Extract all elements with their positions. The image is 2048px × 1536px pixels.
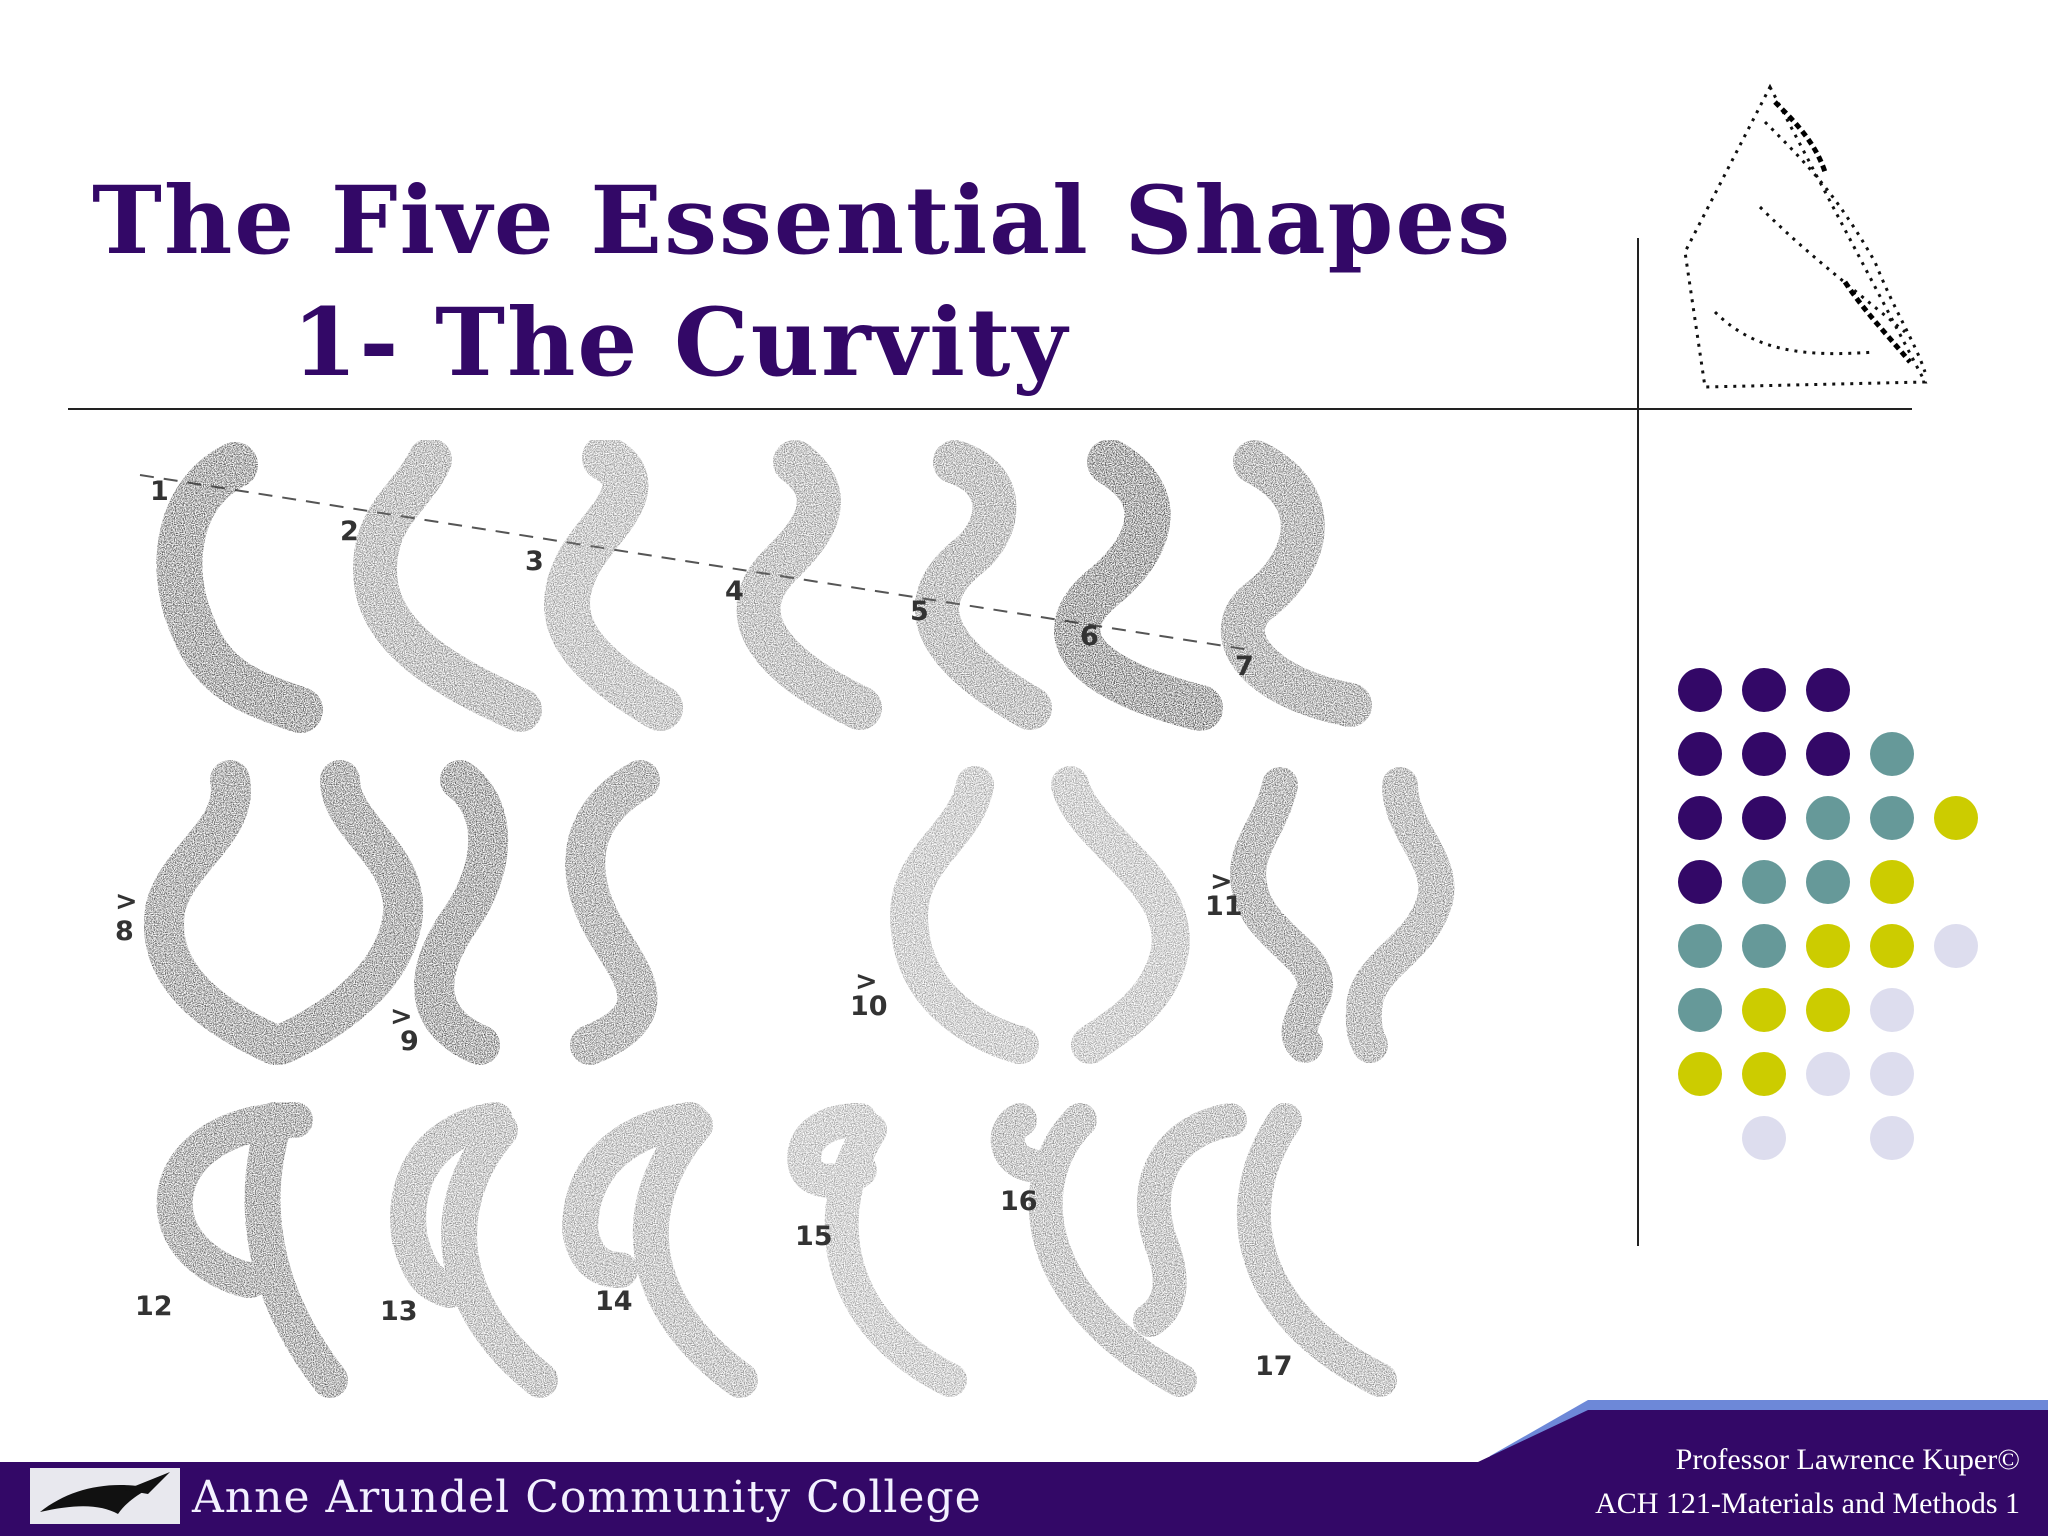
dot-teal <box>1742 860 1786 904</box>
dot-purple <box>1742 668 1786 712</box>
shape-5 <box>915 440 1052 730</box>
dot-lavender <box>1934 924 1978 968</box>
footer-credit: Professor Lawrence Kuper© ACH 121-Materi… <box>1595 1438 2020 1526</box>
shape-10-left <box>890 766 1039 1064</box>
figure-label-16: 16 <box>1000 1186 1038 1217</box>
shape-11-right <box>1345 767 1455 1063</box>
dot-lavender <box>1806 1052 1850 1096</box>
dot-lime <box>1870 860 1914 904</box>
dot-lime <box>1678 1052 1722 1096</box>
dot-teal <box>1870 796 1914 840</box>
shape-1 <box>156 442 323 733</box>
dot-purple <box>1742 796 1786 840</box>
shape-6 <box>1054 440 1223 731</box>
dot-lavender <box>1870 1052 1914 1096</box>
decorative-dot-grid <box>1670 664 1990 1184</box>
footer-band <box>0 1390 2048 1536</box>
shape-13 <box>390 1102 558 1398</box>
arrow-mark: > <box>390 1001 413 1032</box>
shape-2 <box>352 440 542 732</box>
figure-label-10: 10 <box>850 991 888 1022</box>
course-name: ACH 121-Materials and Methods 1 <box>1595 1487 2020 1520</box>
figure-label-2: 2 <box>340 516 359 547</box>
figure-label-13: 13 <box>380 1296 418 1327</box>
shape-12 <box>156 1102 348 1398</box>
arrow-mark: > <box>1210 866 1233 897</box>
shape-8-left <box>144 760 295 1065</box>
figure-label-9: 9 <box>400 1026 419 1057</box>
college-name: Anne Arundel Community College <box>192 1472 982 1523</box>
shape-strokes <box>144 440 1455 1398</box>
dot-purple <box>1806 668 1850 712</box>
figure-label-17: 17 <box>1255 1351 1293 1382</box>
figure-label-1: 1 <box>150 476 169 507</box>
figure-label-14: 14 <box>595 1286 633 1317</box>
shape-15 <box>787 1103 967 1397</box>
arrow-mark: > <box>855 966 878 997</box>
college-logo-bird-icon <box>30 1468 180 1524</box>
figure-label-8: 8 <box>115 916 134 947</box>
dot-teal <box>1806 860 1850 904</box>
dot-lime <box>1742 988 1786 1032</box>
figure-label-3: 3 <box>525 546 544 577</box>
dot-lavender <box>1742 1116 1786 1160</box>
figure-label-11: 11 <box>1205 891 1243 922</box>
shape-9-right <box>565 760 660 1065</box>
shape-7 <box>1220 440 1372 727</box>
figure-label-15: 15 <box>795 1221 833 1252</box>
title-line-1: The Five Essential Shapes <box>92 166 1513 276</box>
dot-purple <box>1742 732 1786 776</box>
shape-16 <box>990 1103 1197 1397</box>
dot-purple <box>1806 732 1850 776</box>
dot-purple <box>1678 732 1722 776</box>
horizontal-divider <box>68 408 1912 410</box>
figure-label-7: 7 <box>1235 651 1254 682</box>
vertical-divider <box>1637 238 1639 1246</box>
shape-9-left <box>414 760 509 1065</box>
dot-purple <box>1678 796 1722 840</box>
shape-14 <box>561 1102 758 1398</box>
shape-3 <box>544 440 683 731</box>
dot-teal <box>1678 924 1722 968</box>
dot-teal <box>1742 924 1786 968</box>
professor-credit: Professor Lawrence Kuper© <box>1675 1443 2020 1476</box>
figure-label-12: 12 <box>135 1291 173 1322</box>
dot-teal <box>1678 988 1722 1032</box>
dot-lime <box>1806 988 1850 1032</box>
shape-11-left <box>1230 767 1333 1063</box>
arrow-mark: > <box>115 886 138 917</box>
figure-label-4: 4 <box>725 576 744 607</box>
slide-title: The Five Essential Shapes 1- The Curvity <box>92 160 1512 404</box>
dot-purple <box>1678 668 1722 712</box>
dot-teal <box>1870 732 1914 776</box>
dot-lavender <box>1870 988 1914 1032</box>
dot-purple <box>1678 860 1722 904</box>
figure-label-6: 6 <box>1080 621 1099 652</box>
figure-label-5: 5 <box>910 596 929 627</box>
dot-lavender <box>1870 1116 1914 1160</box>
curvity-figure: 1 2 3 4 5 6 7 8 9 10 11 12 13 14 15 16 1… <box>115 440 1455 1398</box>
dot-lime <box>1934 796 1978 840</box>
shape-10-right <box>1051 766 1190 1064</box>
shape-4 <box>736 440 882 730</box>
corner-sketch-image <box>1683 83 1928 389</box>
dot-lime <box>1806 924 1850 968</box>
title-line-2: 1- The Curvity <box>292 288 1070 398</box>
dot-lime <box>1870 924 1914 968</box>
dot-lime <box>1742 1052 1786 1096</box>
shape-17 <box>1133 1103 1397 1397</box>
figure-labels: 1 2 3 4 5 6 7 8 9 10 11 12 13 14 15 16 1… <box>115 476 1293 1382</box>
shape-8-right <box>260 760 424 1065</box>
dot-teal <box>1806 796 1850 840</box>
